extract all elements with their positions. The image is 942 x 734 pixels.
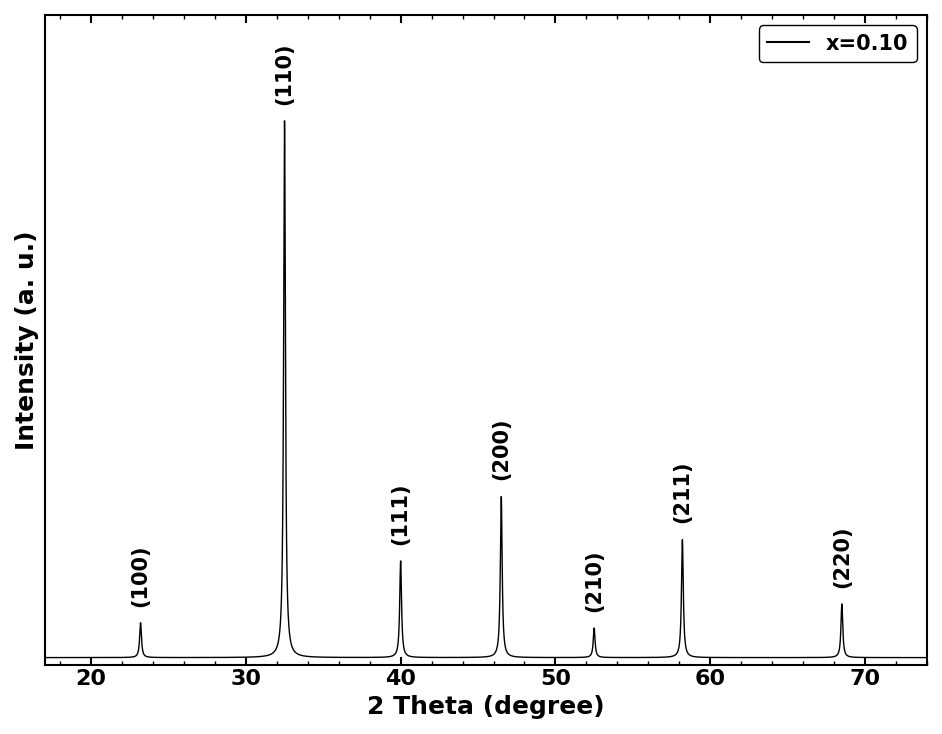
- Text: (220): (220): [832, 526, 852, 588]
- Text: (200): (200): [492, 418, 512, 481]
- Text: (211): (211): [673, 461, 692, 523]
- Text: (100): (100): [131, 544, 151, 606]
- Y-axis label: Intensity (a. u.): Intensity (a. u.): [15, 230, 39, 449]
- Text: (210): (210): [584, 550, 604, 612]
- Legend: x=0.10: x=0.10: [759, 26, 917, 62]
- Text: (111): (111): [391, 482, 411, 545]
- Text: (110): (110): [274, 42, 295, 105]
- X-axis label: 2 Theta (degree): 2 Theta (degree): [367, 695, 605, 719]
